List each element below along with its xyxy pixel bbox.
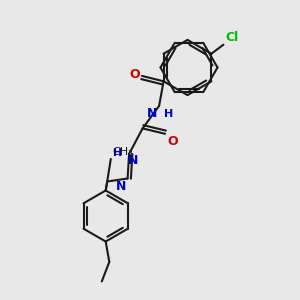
- Text: N: N: [128, 154, 138, 167]
- Text: O: O: [167, 135, 178, 148]
- Text: N: N: [147, 107, 158, 120]
- Text: Cl: Cl: [225, 31, 238, 44]
- Text: CH₃: CH₃: [112, 147, 133, 157]
- Text: N: N: [116, 180, 126, 193]
- Text: H: H: [113, 148, 122, 158]
- Text: H: H: [164, 109, 173, 119]
- Text: O: O: [129, 68, 140, 82]
